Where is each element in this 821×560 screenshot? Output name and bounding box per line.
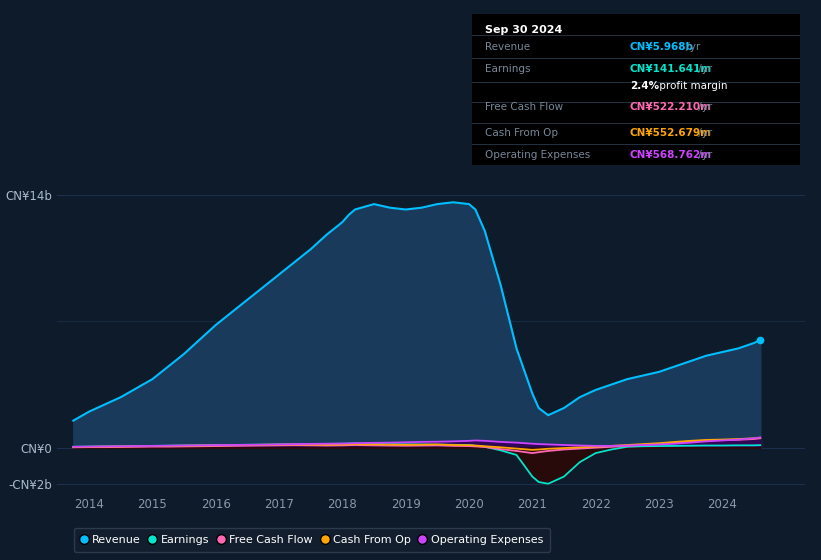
Text: CN¥5.968b: CN¥5.968b xyxy=(630,41,694,52)
Text: Cash From Op: Cash From Op xyxy=(485,128,558,138)
Text: Earnings: Earnings xyxy=(485,64,530,74)
Text: /yr: /yr xyxy=(683,41,700,52)
Text: CN¥568.762m: CN¥568.762m xyxy=(630,150,712,160)
Text: Revenue: Revenue xyxy=(485,41,530,52)
Text: Free Cash Flow: Free Cash Flow xyxy=(485,102,563,112)
Text: CN¥522.210m: CN¥522.210m xyxy=(630,102,712,112)
Text: profit margin: profit margin xyxy=(656,81,727,91)
Text: /yr: /yr xyxy=(695,150,712,160)
Text: Operating Expenses: Operating Expenses xyxy=(485,150,590,160)
Text: /yr: /yr xyxy=(695,102,712,112)
Text: /yr: /yr xyxy=(695,64,712,74)
Text: /yr: /yr xyxy=(695,128,712,138)
Text: 2.4%: 2.4% xyxy=(630,81,658,91)
Legend: Revenue, Earnings, Free Cash Flow, Cash From Op, Operating Expenses: Revenue, Earnings, Free Cash Flow, Cash … xyxy=(74,528,550,552)
Text: CN¥141.641m: CN¥141.641m xyxy=(630,64,712,74)
Text: Sep 30 2024: Sep 30 2024 xyxy=(485,25,562,35)
Text: CN¥552.679m: CN¥552.679m xyxy=(630,128,712,138)
